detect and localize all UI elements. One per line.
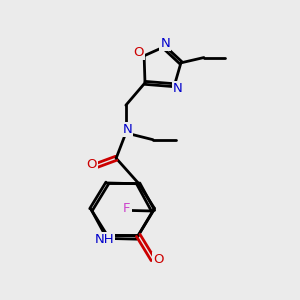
Text: NH: NH [94,233,114,246]
Text: N: N [173,82,183,95]
Text: O: O [86,158,97,171]
Text: N: N [160,37,170,50]
Text: N: N [122,123,132,136]
Text: F: F [123,202,130,215]
Text: O: O [153,253,164,266]
Text: O: O [134,46,144,59]
